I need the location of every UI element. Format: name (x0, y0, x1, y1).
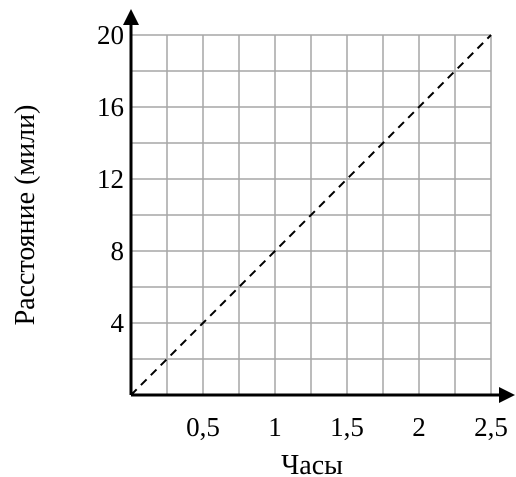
y-tick-label: 12 (97, 164, 124, 194)
y-tick-label: 20 (97, 20, 124, 50)
y-axis-title: Расстояние (мили) (10, 105, 41, 326)
grid (131, 34, 492, 395)
x-axis-arrow (499, 387, 515, 403)
axes (123, 9, 515, 403)
x-axis-title: Часы (281, 450, 343, 477)
x-tick-label: 2,5 (474, 412, 508, 442)
y-tick-label: 4 (111, 308, 125, 338)
series (130, 34, 492, 396)
y-tick-label: 16 (97, 92, 124, 122)
x-tick-label: 0,5 (186, 412, 220, 442)
x-tick-label: 1 (268, 412, 282, 442)
x-tick-label: 2 (412, 412, 426, 442)
tick-labels: 0,5 1 1,5 2 2,5 4 8 12 16 20 (97, 20, 508, 442)
x-tick-label: 1,5 (330, 412, 364, 442)
y-axis-arrow (123, 9, 139, 25)
series-line (130, 34, 492, 396)
y-tick-label: 8 (111, 236, 125, 266)
